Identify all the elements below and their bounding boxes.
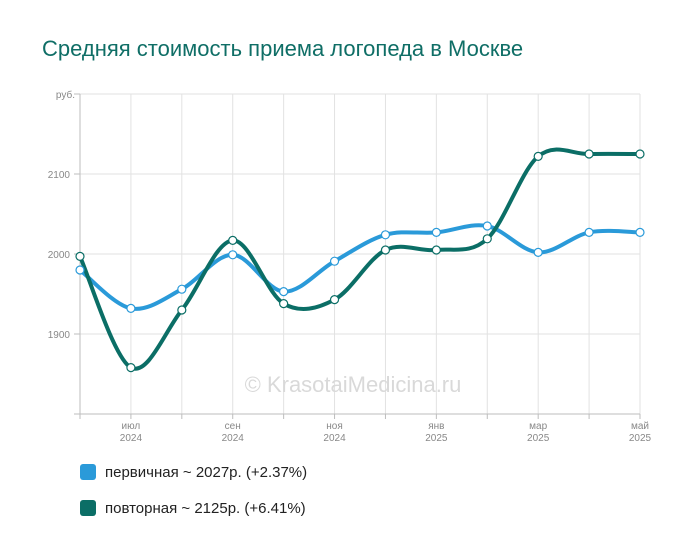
x-tick-label-year: 2024 bbox=[323, 433, 346, 444]
data-point-secondary bbox=[329, 295, 340, 305]
y-tick-label: 1900 bbox=[48, 330, 71, 341]
data-point-primary bbox=[177, 284, 187, 294]
data-point-primary bbox=[380, 230, 391, 240]
x-tick-label-month: сен bbox=[225, 421, 241, 432]
data-point-secondary bbox=[482, 234, 492, 244]
data-point-primary bbox=[482, 221, 492, 231]
data-point-secondary bbox=[279, 299, 289, 309]
x-tick-label-year: 2024 bbox=[222, 433, 245, 444]
legend-label-secondary: повторная ~ 2125р. (+6.41%) bbox=[105, 499, 306, 517]
data-point-secondary bbox=[177, 305, 187, 315]
data-point-secondary bbox=[635, 149, 645, 159]
x-tick-label-year: 2025 bbox=[629, 433, 652, 444]
y-tick-label: 2000 bbox=[48, 250, 71, 261]
x-tick-label-month: мар bbox=[529, 421, 547, 432]
watermark: © KrasotaiMedicina.ru bbox=[245, 372, 462, 397]
data-point-secondary bbox=[126, 363, 136, 373]
data-point-primary bbox=[635, 227, 645, 237]
series-layer bbox=[78, 147, 642, 371]
data-point-primary bbox=[431, 227, 441, 237]
data-point-secondary bbox=[380, 245, 391, 255]
y-axis-unit-label: руб. bbox=[56, 89, 75, 101]
chart-title: Средняя стоимость приема логопеда в Моск… bbox=[42, 36, 524, 61]
x-tick-label-year: 2025 bbox=[527, 433, 550, 444]
x-tick-label-year: 2025 bbox=[425, 433, 448, 444]
data-point-secondary bbox=[533, 151, 543, 161]
legend-swatch-primary bbox=[80, 464, 96, 480]
data-point-primary bbox=[228, 250, 238, 260]
data-point-secondary bbox=[228, 235, 238, 245]
series-line-secondary bbox=[78, 147, 642, 371]
legend-item-primary[interactable]: первичная ~ 2027р. (+2.37%) bbox=[80, 462, 307, 482]
data-point-primary bbox=[279, 287, 289, 297]
x-tick-label-month: июл bbox=[122, 421, 141, 432]
data-point-primary bbox=[533, 247, 543, 257]
legend-swatch-secondary bbox=[80, 500, 96, 516]
legend-label-primary: первичная ~ 2027р. (+2.37%) bbox=[105, 463, 308, 481]
x-tick-label-month: ноя bbox=[326, 421, 343, 432]
data-point-secondary bbox=[584, 149, 594, 159]
data-point-primary bbox=[329, 256, 340, 266]
data-point-secondary bbox=[431, 245, 441, 255]
legend: первичная ~ 2027р. (+2.37%) повторная ~ … bbox=[80, 462, 307, 534]
grid-layer bbox=[79, 93, 641, 414]
points-layer bbox=[75, 149, 645, 373]
y-tick-label: 2100 bbox=[48, 170, 71, 181]
x-tick-label-month: янв bbox=[428, 421, 444, 432]
data-point-primary bbox=[75, 265, 85, 275]
data-point-secondary bbox=[75, 251, 85, 261]
x-tick-label-month: май bbox=[631, 421, 649, 432]
x-tick-label-year: 2024 bbox=[120, 433, 143, 444]
legend-item-secondary[interactable]: повторная ~ 2125р. (+6.41%) bbox=[80, 498, 307, 518]
data-point-primary bbox=[126, 303, 136, 313]
data-point-primary bbox=[584, 227, 594, 237]
series-line-primary bbox=[78, 223, 642, 311]
